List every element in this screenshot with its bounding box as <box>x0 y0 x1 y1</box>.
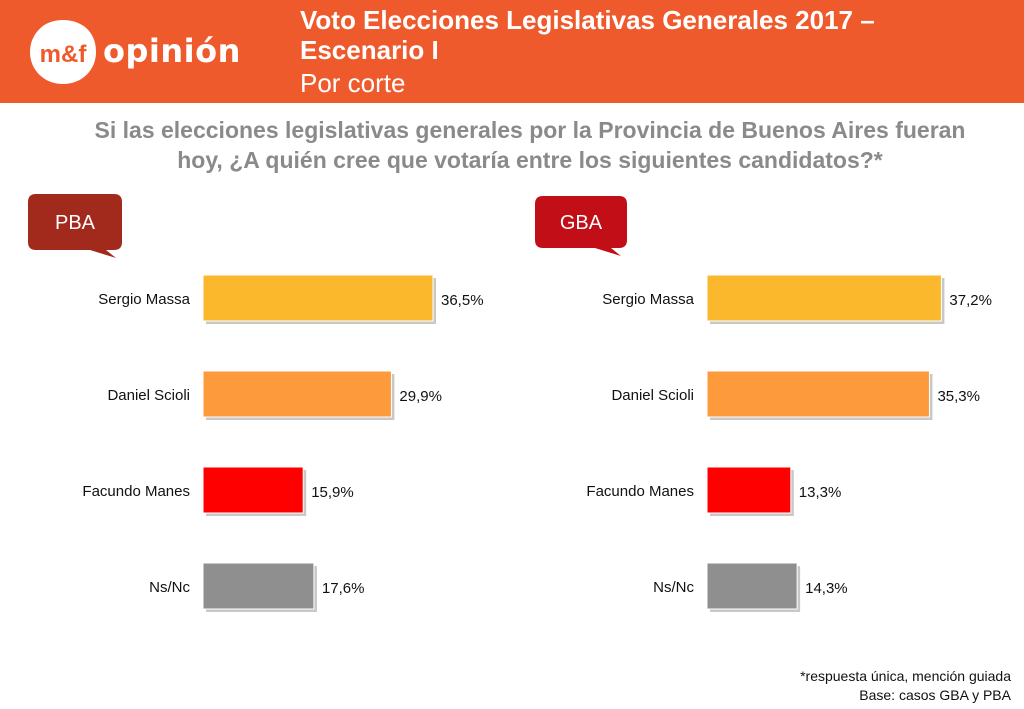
page-title: Voto Elecciones Legislativas Generales 2… <box>300 5 875 65</box>
panel-label-pba: PBA <box>54 212 96 234</box>
category-label: Ns/Nc <box>653 579 694 596</box>
value-label: 37,2% <box>949 292 992 309</box>
bar-gba-2 <box>706 466 792 514</box>
footnote-note: *respuesta única, mención guiada <box>800 668 1011 684</box>
category-label: Ns/Nc <box>149 579 190 596</box>
value-label: 17,6% <box>322 580 365 597</box>
category-label: Facundo Manes <box>586 483 694 500</box>
bar-gba-1 <box>706 370 930 418</box>
value-label: 14,3% <box>805 580 848 597</box>
bar-gba-3 <box>706 562 798 610</box>
footnote-base: Base: casos GBA y PBA <box>859 687 1011 703</box>
category-label: Sergio Massa <box>602 291 694 308</box>
bar-gba-0 <box>706 274 942 322</box>
bar-pba-0 <box>202 274 434 322</box>
page-subtitle: Por corte <box>300 68 406 98</box>
value-label: 13,3% <box>799 484 842 501</box>
category-label: Facundo Manes <box>82 483 190 500</box>
value-label: 36,5% <box>441 292 484 309</box>
logo-mark: m&f <box>40 41 88 68</box>
header-banner: m&f opinión Voto Elecciones Legislativas… <box>0 0 1024 103</box>
logo-drop-icon: m&f <box>30 20 96 84</box>
logo-text: opinión <box>103 32 241 70</box>
category-label: Daniel Scioli <box>107 387 190 404</box>
value-label: 15,9% <box>311 484 354 501</box>
bar-pba-2 <box>202 466 304 514</box>
value-label: 29,9% <box>399 388 442 405</box>
survey-question: Si las elecciones legislativas generales… <box>94 117 966 173</box>
category-label: Daniel Scioli <box>611 387 694 404</box>
panel-label-gba: GBA <box>559 212 603 234</box>
bar-pba-3 <box>202 562 315 610</box>
bubble-pba <box>28 194 122 258</box>
bubble-gba <box>535 196 627 256</box>
bar-pba-1 <box>202 370 392 418</box>
category-label: Sergio Massa <box>98 291 190 308</box>
value-label: 35,3% <box>937 388 980 405</box>
